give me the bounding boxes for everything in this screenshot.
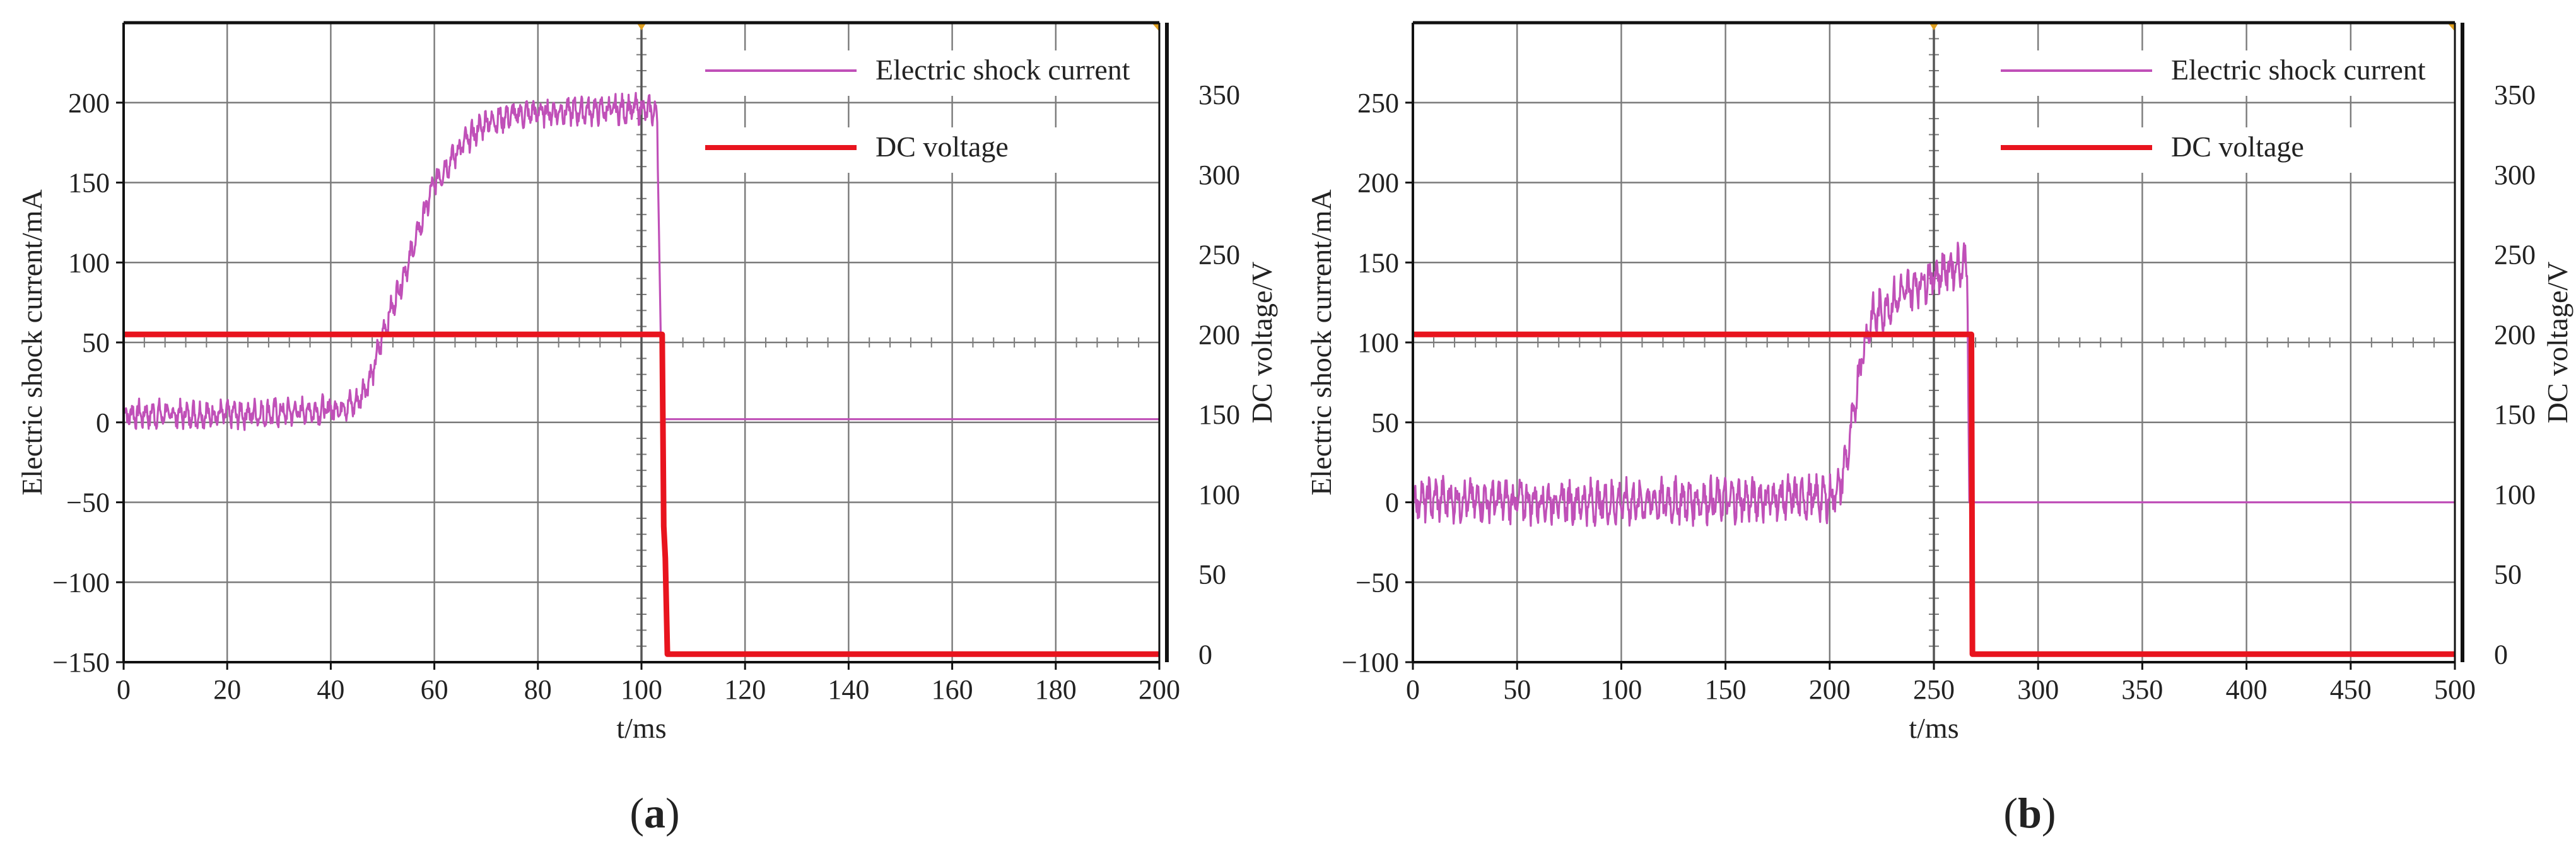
y-left-tick-label: 200 (68, 88, 110, 119)
x-tick-label: 180 (1035, 674, 1077, 705)
y-right-tick-label: 250 (2494, 240, 2536, 271)
y-left-axis-label: Electric shock current/mA (16, 189, 48, 495)
y-left-tick-label: 50 (82, 327, 110, 358)
y-left-tick-label: 100 (68, 247, 110, 278)
x-tick-label: 60 (421, 674, 448, 705)
y-left-tick-label: 200 (1357, 168, 1399, 199)
y-right-axis-label: DC voltage/V (2541, 262, 2573, 424)
y-left-tick-label: 0 (96, 407, 110, 438)
x-tick-label: 150 (1705, 674, 1747, 705)
series-line-electric-shock-current (122, 91, 1159, 431)
y-right-tick-label: 150 (1198, 399, 1240, 430)
panel-label-close: ) (665, 789, 680, 837)
x-tick-label: 200 (1809, 674, 1851, 705)
y-right-tick-label: 200 (2494, 319, 2536, 350)
x-tick-label: 450 (2330, 674, 2372, 705)
series-line-dc-voltage (1413, 331, 2455, 657)
x-tick-label: 40 (317, 674, 344, 705)
panel-label-letter: b (2018, 789, 2042, 837)
y-left-axis-label: Electric shock current/mA (1305, 189, 1337, 495)
y-left-tick-label: −150 (52, 647, 110, 678)
y-left-tick-label: −50 (1355, 567, 1399, 598)
y-left-tick-label: −50 (66, 487, 110, 518)
y-right-tick-label: 300 (1198, 160, 1240, 190)
x-tick-label: 160 (932, 674, 973, 705)
legend-label: Electric shock current (875, 54, 1130, 86)
y-right-axis-label: DC voltage/V (1246, 262, 1278, 424)
y-right-tick-label: 100 (2494, 479, 2536, 510)
x-tick-label: 50 (1503, 674, 1531, 705)
x-tick-label: 80 (524, 674, 552, 705)
series-line-dc-voltage (124, 331, 1159, 657)
panel-label-letter: a (644, 789, 665, 837)
y-right-tick-label: 50 (2494, 559, 2522, 590)
y-left-tick-label: 0 (1385, 487, 1399, 518)
y-left-tick-label: 250 (1357, 88, 1399, 119)
x-axis-label: t/ms (616, 712, 666, 744)
x-axis-label: t/ms (1909, 712, 1958, 744)
x-tick-label: 300 (2017, 674, 2059, 705)
y-right-tick-label: 200 (1198, 319, 1240, 350)
panel-label: (b) (2003, 789, 2056, 837)
legend-label: DC voltage (2171, 131, 2304, 163)
legend-label: Electric shock current (2171, 54, 2426, 86)
chart-panel-a: 0 20 40 60 80 100 120 140 160 180 200 −150 −100 −50 0 5… (16, 21, 1278, 837)
y-left-tick-label: 50 (1371, 407, 1399, 438)
legend-bg (1992, 50, 2433, 96)
y-left-tick-label: 100 (1357, 327, 1399, 358)
legend-label: DC voltage (875, 131, 1009, 163)
x-tick-label: 20 (213, 674, 241, 705)
y-right-tick-label: 350 (2494, 79, 2536, 110)
x-tick-label: 120 (724, 674, 766, 705)
chart-panel-b: 0 50 100 150 200 250 300 350 400 450 500−100−50050… (1305, 21, 2573, 837)
x-tick-label: 0 (117, 674, 131, 705)
x-tick-label: 100 (1600, 674, 1642, 705)
x-tick-label: 400 (2226, 674, 2268, 705)
panel-label-close: ) (2042, 789, 2056, 837)
y-right-tick-label: 300 (2494, 160, 2536, 190)
y-right-tick-label: 0 (2494, 639, 2508, 670)
x-tick-label: 140 (828, 674, 869, 705)
y-left-tick-label: −100 (1342, 647, 1399, 678)
panel-label-open: ( (629, 789, 644, 837)
y-left-tick-label: −100 (52, 567, 110, 598)
x-tick-label: 250 (1913, 674, 1955, 705)
y-left-tick-label: 150 (1357, 247, 1399, 278)
panel-label-open: ( (2003, 789, 2018, 837)
legend-bg (696, 50, 1138, 96)
series-line-electric-shock-current (1412, 242, 2455, 527)
x-tick-label: 200 (1139, 674, 1180, 705)
x-tick-label: 100 (621, 674, 662, 705)
y-right-tick-label: 350 (1198, 79, 1240, 110)
panel-label: (a) (629, 789, 679, 837)
y-right-tick-label: 100 (1198, 479, 1240, 510)
y-right-tick-label: 150 (2494, 399, 2536, 430)
x-tick-label: 350 (2121, 674, 2163, 705)
y-right-tick-label: 50 (1198, 559, 1226, 590)
x-tick-label: 0 (1406, 674, 1420, 705)
x-tick-label: 500 (2434, 674, 2476, 705)
y-right-tick-label: 250 (1198, 240, 1240, 271)
y-left-tick-label: 150 (68, 168, 110, 199)
y-right-tick-label: 0 (1198, 639, 1212, 670)
